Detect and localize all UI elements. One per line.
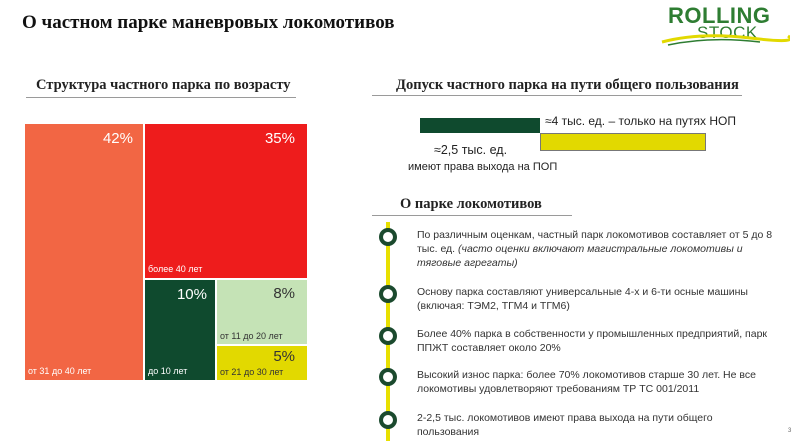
age-structure-title: Структура частного парка по возрасту	[36, 77, 291, 93]
page-title: О частном парке маневровых локомотивов	[22, 12, 395, 33]
logo-swoosh-icon	[661, 34, 790, 46]
segment-under-10: 10% до 10 лет	[145, 280, 217, 382]
fleet-title: О парке локомотивов	[400, 196, 542, 212]
fleet-item-4: Высокий износ парка: более 70% локомотив…	[417, 369, 756, 395]
fleet-item-1-note: (часто оценки включают магистральные лок…	[417, 243, 743, 269]
segment-11-20-percent: 8%	[273, 285, 295, 302]
segment-21-30-label: от 21 до 30 лет	[220, 367, 284, 377]
segment-over-40-percent: 35%	[264, 130, 295, 147]
access-underline	[372, 95, 742, 96]
segment-11-20-label: от 11 до 20 лет	[220, 331, 283, 341]
fleet-item-3: Более 40% парка в собственности у промыш…	[417, 328, 768, 354]
access-title: Допуск частного парка на пути общего пол…	[396, 77, 739, 93]
pop-access-bar	[420, 118, 540, 133]
timeline-dot	[379, 327, 397, 345]
fleet-underline	[372, 215, 572, 216]
page-number: 3	[788, 428, 792, 434]
segment-31-40-label: от 31 до 40 лет	[28, 366, 92, 376]
timeline-dot	[379, 411, 397, 429]
fleet-item-2: Основу парка составляют универсальные 4-…	[417, 286, 748, 312]
segment-31-40: 42% от 31 до 40 лет	[25, 124, 145, 382]
timeline-dot	[379, 285, 397, 303]
segment-under-10-percent: 10%	[176, 286, 207, 303]
segment-11-20: 8% от 11 до 20 лет	[217, 280, 309, 346]
segment-over-40: 35% более 40 лет	[145, 124, 309, 280]
segment-31-40-percent: 42%	[102, 130, 133, 147]
fleet-item-1: По различным оценкам, частный парк локом…	[417, 228, 777, 270]
fleet-item-5: 2-2,5 тыс. локомотивов имеют права выход…	[417, 412, 713, 438]
age-structure-underline	[26, 97, 296, 98]
nop-only-text: ≈4 тыс. ед. – только на путях НОП	[545, 114, 736, 128]
segment-under-10-label: до 10 лет	[148, 366, 188, 376]
segment-21-30-percent: 5%	[273, 348, 295, 365]
pop-value-text: ≈2,5 тыс. ед.	[434, 143, 508, 157]
fleet-item-1-text: По различным оценкам, частный парк локом…	[417, 229, 773, 255]
segment-over-40-label: более 40 лет	[148, 264, 203, 274]
logo-text-rolling: ROLLING	[668, 3, 771, 28]
timeline-dot	[379, 368, 397, 386]
pop-caption-text: имеют права выхода на ПОП	[408, 161, 558, 173]
segment-21-30: 5% от 21 до 30 лет	[217, 346, 309, 382]
age-treemap: 42% от 31 до 40 лет 35% более 40 лет 10%…	[25, 124, 315, 382]
timeline-dot	[379, 228, 397, 246]
nop-only-bar	[540, 133, 706, 151]
